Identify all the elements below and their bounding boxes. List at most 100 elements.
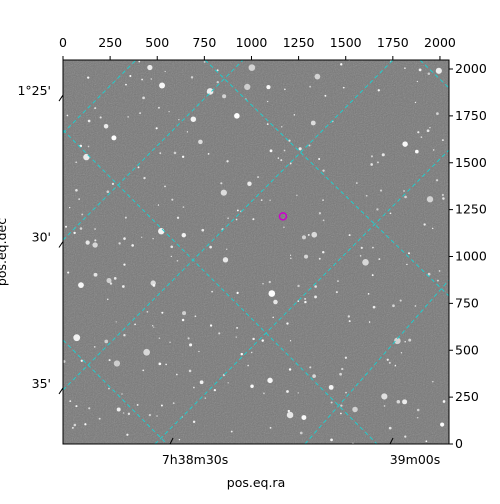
star xyxy=(416,408,420,412)
star xyxy=(267,377,273,384)
star xyxy=(286,322,289,325)
star xyxy=(376,208,379,211)
star xyxy=(286,411,294,419)
star xyxy=(244,83,251,91)
star xyxy=(129,74,132,77)
star-field xyxy=(63,60,446,444)
star xyxy=(146,311,149,313)
star xyxy=(304,300,307,304)
star xyxy=(284,88,286,91)
star xyxy=(442,400,446,403)
star xyxy=(160,404,163,407)
star xyxy=(131,244,134,247)
star xyxy=(318,212,322,215)
star xyxy=(142,96,145,100)
star xyxy=(426,196,434,203)
star xyxy=(236,327,238,329)
star xyxy=(280,159,283,162)
star xyxy=(158,337,161,339)
star xyxy=(181,155,185,158)
star xyxy=(125,83,127,86)
star xyxy=(266,123,269,126)
star xyxy=(75,188,78,192)
star xyxy=(287,409,290,413)
star xyxy=(394,364,397,367)
star xyxy=(178,119,180,121)
star xyxy=(318,257,321,260)
star xyxy=(104,339,109,344)
star xyxy=(307,233,310,236)
x-tick-label: 1000 xyxy=(236,35,268,50)
star xyxy=(234,113,240,119)
star xyxy=(126,433,129,436)
star xyxy=(122,285,125,288)
ra-tick-label: 39m00s xyxy=(390,452,441,467)
star xyxy=(87,145,90,148)
y-tick-label: 1500 xyxy=(455,155,487,170)
star xyxy=(173,151,177,155)
star xyxy=(432,149,435,151)
star xyxy=(288,139,291,142)
star xyxy=(289,162,292,165)
star xyxy=(159,82,166,89)
star xyxy=(79,227,83,230)
star xyxy=(370,155,374,158)
star xyxy=(367,293,370,295)
star xyxy=(172,402,175,405)
star xyxy=(372,305,376,309)
star xyxy=(370,163,373,166)
star xyxy=(236,291,239,295)
star xyxy=(318,158,321,161)
star xyxy=(408,338,412,342)
star xyxy=(84,423,87,426)
star xyxy=(266,100,269,103)
star xyxy=(436,112,439,116)
star xyxy=(293,114,296,116)
star xyxy=(87,119,91,123)
star xyxy=(322,169,325,172)
x-tick-label: 500 xyxy=(145,35,169,50)
star xyxy=(355,182,358,184)
star xyxy=(330,438,333,442)
star xyxy=(220,189,227,196)
star xyxy=(417,131,420,134)
star xyxy=(418,68,422,72)
star xyxy=(435,179,439,182)
star xyxy=(201,228,205,232)
star xyxy=(362,259,369,266)
star xyxy=(189,343,193,347)
star xyxy=(123,263,126,266)
star xyxy=(416,416,419,419)
star xyxy=(341,367,344,371)
star xyxy=(337,280,339,283)
star xyxy=(296,194,298,197)
star xyxy=(404,67,406,69)
star xyxy=(394,337,401,345)
star xyxy=(88,407,91,410)
y-tick-label: 250 xyxy=(455,389,479,404)
star xyxy=(81,213,84,216)
target-marker xyxy=(278,212,288,221)
star xyxy=(152,325,154,327)
star xyxy=(441,139,444,142)
star xyxy=(266,84,271,90)
star xyxy=(344,356,348,359)
ra-tick xyxy=(169,437,174,445)
star xyxy=(322,219,325,222)
dec-tick-label: 1°25' xyxy=(17,83,51,98)
star xyxy=(142,369,145,372)
star xyxy=(289,340,292,342)
star xyxy=(388,361,391,364)
star xyxy=(178,438,181,441)
star xyxy=(399,299,402,302)
star xyxy=(170,245,174,249)
star xyxy=(106,278,112,284)
x-tick-label: 1250 xyxy=(283,35,315,50)
star xyxy=(181,318,185,322)
star xyxy=(227,382,229,384)
star xyxy=(416,80,418,83)
star xyxy=(435,67,442,74)
star xyxy=(441,193,444,197)
star xyxy=(124,216,127,219)
star xyxy=(235,218,238,221)
